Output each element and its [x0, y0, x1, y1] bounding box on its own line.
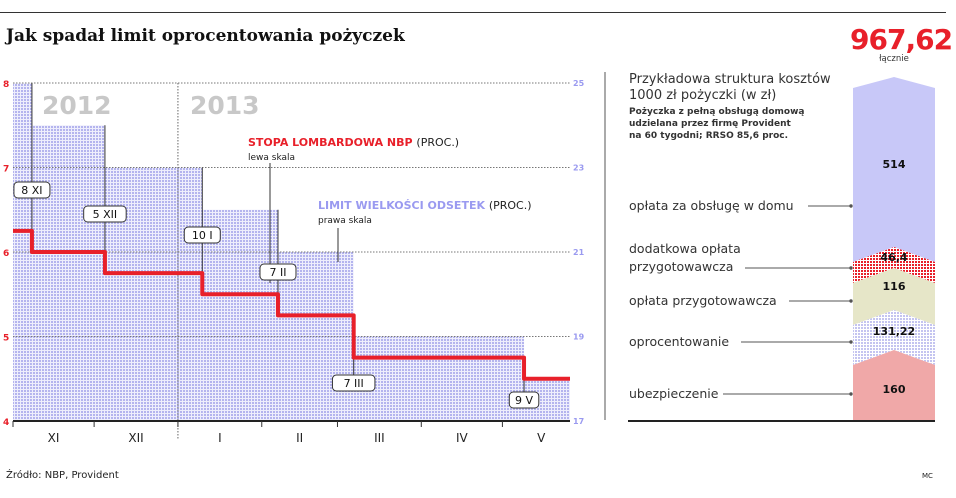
- annotation-box: [183, 226, 221, 244]
- annotation-box: [331, 374, 376, 392]
- right-tick-label: 21: [573, 248, 585, 257]
- panel-sub-1: Pożyczka z pełną obsługą domową: [629, 107, 805, 117]
- year-label: 2012: [42, 91, 112, 120]
- left-tick-label: 8: [3, 80, 9, 90]
- annotation-label: 10 I: [192, 229, 213, 242]
- value-prep-fee: 116: [882, 280, 906, 293]
- right-tick-label: 25: [573, 79, 585, 88]
- page-title: Jak spadał limit oprocentowania pożyczek: [6, 26, 405, 46]
- left-tick-label: 7: [3, 165, 9, 175]
- panel-sub-3: na 60 tygodni; RRSO 85,6 proc.: [629, 131, 789, 141]
- top-rule: [0, 12, 946, 13]
- label-home-fee: opłata za obsługę w domu: [629, 198, 794, 213]
- x-tick-label: III: [374, 431, 385, 445]
- limit-area-step: [353, 336, 525, 421]
- annotation-box: [259, 263, 297, 281]
- right-tick-label: 23: [573, 164, 584, 173]
- segment-insurance: [853, 350, 935, 421]
- left-tick-label: 6: [3, 249, 9, 259]
- total-label: łącznie: [879, 54, 909, 64]
- value-extra-fee: 46,4: [880, 251, 908, 264]
- label-extra-fee-1: dodatkowa opłata: [629, 241, 741, 256]
- panel-title-1: Przykładowa struktura kosztów: [629, 72, 831, 87]
- label-insurance: ubezpieczenie: [629, 386, 719, 401]
- right-tick-label: 19: [573, 333, 585, 342]
- annotation-box: [13, 181, 51, 199]
- segment-prep-fee: [853, 268, 935, 325]
- label-interest: oprocentowanie: [629, 334, 730, 349]
- x-tick-label: IV: [456, 431, 469, 445]
- legend-limit-note: prawa skala: [318, 216, 372, 226]
- label-prep-fee: opłata przygotowawcza: [629, 293, 777, 308]
- legend-lombard-unit: (PROC.): [416, 136, 459, 149]
- x-tick-label: XI: [48, 431, 60, 445]
- annotation-box: [508, 391, 540, 409]
- right-tick-label: 17: [573, 417, 584, 426]
- legend-lombard: STOPA LOMBARDOWA NBP (PROC.): [248, 136, 459, 149]
- label-extra-fee-2: przygotowawcza: [629, 259, 734, 274]
- x-tick-label: V: [537, 431, 546, 445]
- x-tick-label: I: [218, 431, 222, 445]
- limit-area-step: [202, 209, 278, 421]
- value-interest: 131,22: [872, 325, 916, 338]
- annotation-box: [83, 205, 127, 223]
- annotation-label: 5 XII: [93, 208, 118, 221]
- lombard-rate-line: [13, 228, 570, 381]
- legend-lombard-note: lewa skala: [248, 153, 295, 163]
- value-home-fee: 514: [882, 158, 906, 171]
- annotation-label: 8 XI: [21, 184, 42, 197]
- legend-limit-name: LIMIT WIELKOŚCI ODSETEK: [318, 199, 489, 212]
- annotation-label: 7 II: [269, 266, 286, 279]
- source-note: Źródło: NBP, Provident: [6, 470, 119, 481]
- year-label: 2013: [190, 91, 260, 120]
- legend-limit: LIMIT WIELKOŚCI ODSETEK (PROC.): [318, 199, 532, 212]
- annotation-label: 9 V: [515, 394, 533, 407]
- x-tick-label: II: [296, 431, 303, 445]
- x-tick-label: XII: [128, 431, 143, 445]
- annotation-label: 7 III: [344, 377, 364, 390]
- total-value: 967,62: [850, 23, 953, 56]
- segment-leaders: [723, 204, 853, 396]
- legend-limit-unit: (PROC.): [489, 199, 532, 212]
- segment-home-fee: [853, 77, 935, 262]
- author-initials: MC: [922, 472, 933, 480]
- segment-extra-fee: [853, 247, 935, 283]
- panel-title-2: 1000 zł pożyczki (w zł): [629, 88, 777, 103]
- segment-interest: [853, 310, 935, 365]
- panel-sub-2: udzielana przez firmę Provident: [629, 119, 791, 129]
- left-tick-label: 4: [3, 418, 9, 428]
- legend-lombard-name: STOPA LOMBARDOWA NBP: [248, 136, 416, 149]
- value-insurance: 160: [882, 383, 906, 396]
- limit-area-step: [31, 125, 105, 421]
- left-tick-label: 5: [3, 334, 9, 344]
